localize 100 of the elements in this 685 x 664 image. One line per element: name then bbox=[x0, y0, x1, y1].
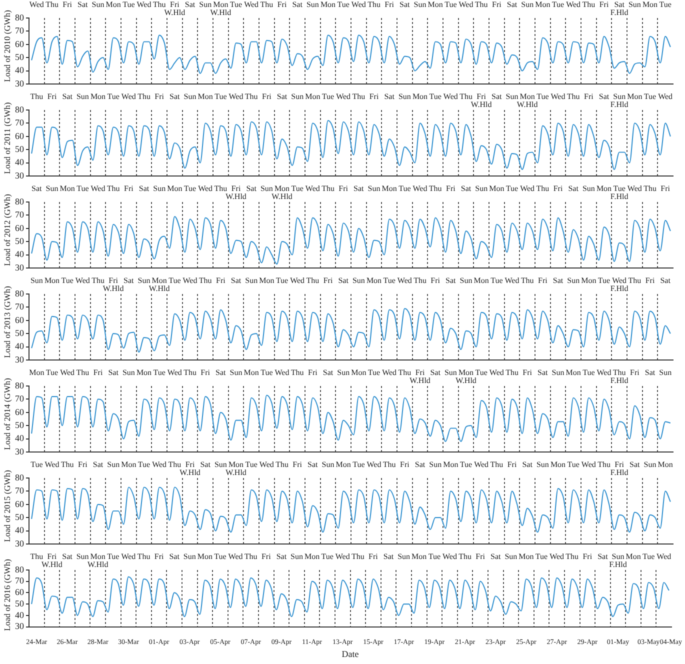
x-tick-label: Wed bbox=[397, 276, 412, 286]
x-tick-label: Tue bbox=[230, 0, 243, 10]
x-tick-label: Fri bbox=[430, 276, 441, 286]
x-tick-label: Tue bbox=[107, 552, 120, 562]
x-tick-label: Mon bbox=[305, 92, 320, 102]
x-tick-label: Thu bbox=[276, 460, 288, 470]
x-tick-label: Thu bbox=[152, 0, 166, 10]
line-series bbox=[31, 216, 671, 265]
x-tick-label: Sun bbox=[30, 276, 43, 286]
y-tick-label: 30 bbox=[15, 538, 24, 548]
x-tick-label: Thu bbox=[352, 92, 366, 102]
line-series bbox=[31, 34, 671, 74]
x-tick-label: Sun bbox=[153, 184, 166, 194]
x-tick-label: Fri bbox=[507, 460, 518, 470]
y-axis-title: Load of 2016 (GWh) bbox=[1, 558, 13, 633]
x-tick-label: Fri bbox=[124, 184, 134, 194]
x-tick-label: Fri W.Hld bbox=[226, 184, 246, 202]
x-tick-label: Fri bbox=[308, 368, 318, 378]
x-tick-label: Wed bbox=[44, 460, 60, 470]
y-tick-label: 40 bbox=[15, 433, 24, 444]
x-tick-label: Sat bbox=[184, 0, 196, 10]
y-tick-label: 80 bbox=[15, 288, 24, 298]
x-tick-label: Sat bbox=[522, 460, 534, 470]
x-tick-label: Sat bbox=[506, 0, 518, 10]
x-tick-label: Tue bbox=[444, 0, 458, 10]
x-tick-label: Sat bbox=[230, 276, 242, 286]
y-tick-label: 60 bbox=[15, 222, 24, 233]
x-tick-label: Tue bbox=[30, 460, 44, 470]
y-tick-label: 70 bbox=[15, 26, 24, 36]
x-tick-label: Wed bbox=[29, 0, 44, 10]
x-tick-label: Wed bbox=[228, 92, 244, 102]
x-tick-label: Thu bbox=[474, 0, 488, 10]
x-tick-label: Wed bbox=[520, 184, 535, 194]
x-tick-label: Sun bbox=[245, 276, 258, 286]
x-tick-label: Mon bbox=[336, 460, 351, 470]
x-tick-label: Mon W.Hld bbox=[210, 0, 232, 18]
x-tick-label: Wed bbox=[489, 368, 504, 378]
x-tick-label: Wed bbox=[152, 460, 167, 470]
x-axis-title: Date bbox=[342, 648, 359, 659]
x-tick-label: Wed bbox=[121, 92, 136, 102]
x-tick-label: Fri bbox=[384, 0, 395, 10]
x-tick-label: Tue bbox=[214, 552, 227, 562]
x-tick-label: Wed bbox=[550, 552, 564, 562]
y-tick-label: 30 bbox=[15, 446, 24, 456]
x-tick-label: Tue bbox=[322, 92, 335, 102]
x-tick-label: Thu bbox=[520, 276, 534, 286]
y-tick-label: 70 bbox=[15, 486, 24, 496]
x-tick-label: Thu bbox=[184, 368, 196, 378]
x-tick-label: Wed bbox=[566, 0, 581, 10]
x-tick-label: Sun bbox=[291, 92, 304, 102]
x-tick-label: Fri bbox=[261, 552, 272, 562]
x-tick-label: Sat bbox=[32, 184, 43, 194]
x-tick-label: Fri bbox=[660, 184, 671, 194]
x-tick-label: Sun bbox=[504, 552, 518, 562]
x-tick-label: Thu bbox=[30, 92, 44, 102]
x-tick-label: Fri bbox=[476, 552, 486, 562]
x-tick-label: Thu bbox=[398, 368, 412, 378]
x-tick-label: Fri bbox=[78, 460, 88, 470]
line-series bbox=[31, 120, 671, 170]
x-tick-label: Tue bbox=[337, 0, 350, 10]
y-tick-label: 50 bbox=[15, 236, 24, 246]
x-tick-label: Thu bbox=[428, 184, 442, 194]
x-tick-label: Sun bbox=[76, 92, 89, 102]
x-tick-label: Tue bbox=[76, 184, 90, 194]
x-tick-label: Sat bbox=[446, 276, 457, 286]
line-series bbox=[31, 308, 671, 353]
x-tick-label: Wed bbox=[442, 552, 457, 562]
y-tick-label: 80 bbox=[15, 564, 24, 574]
x-tick-label: Mon bbox=[550, 460, 566, 470]
x-tick-label: Wed bbox=[274, 368, 290, 378]
x-tick-label: Tue bbox=[506, 184, 519, 194]
y-tick-label: 30 bbox=[15, 621, 24, 632]
x-tick-label: Fri bbox=[292, 460, 303, 470]
x-tick-label: Tue bbox=[245, 460, 258, 470]
x-tick-label: Mon bbox=[443, 460, 458, 470]
x-tick-label: Sat bbox=[138, 184, 150, 194]
x-tick-label: Sat bbox=[538, 368, 549, 378]
x-tick-label: Tue bbox=[642, 552, 656, 562]
x-tick-label: Wed bbox=[351, 0, 366, 10]
x-tick-label: Tue bbox=[659, 0, 672, 10]
x-tick-label: Thu bbox=[382, 460, 396, 470]
x-tick-label: Sat bbox=[170, 92, 181, 102]
x-tick-label: Thu bbox=[490, 460, 504, 470]
x-tick-label: Sun bbox=[659, 368, 672, 378]
x-tick-label: Fri bbox=[553, 184, 564, 194]
x-tick-label: Sun bbox=[475, 184, 488, 194]
x-tick-label: Fri W.Hld bbox=[180, 460, 200, 478]
x-tick-label: Thu bbox=[106, 184, 120, 194]
x-tick-label: Wed bbox=[121, 552, 136, 562]
x-tick-label: Sat bbox=[492, 92, 503, 102]
x-tick-label: Sun bbox=[122, 368, 135, 378]
y-tick-label: 80 bbox=[15, 12, 24, 22]
x-tick-label: Mon W.Hld bbox=[148, 276, 170, 294]
x-tick-label: Tue bbox=[61, 276, 74, 286]
y-axis-title: Load of 2010 (GWh) bbox=[1, 9, 13, 84]
x-tick-label: Sat bbox=[354, 184, 365, 194]
x-tick-label: Sat bbox=[400, 0, 411, 10]
y-tick-label: 40 bbox=[15, 249, 24, 260]
x-tick-label: Wed bbox=[75, 276, 90, 286]
x-tick-label: Sun bbox=[183, 552, 196, 562]
